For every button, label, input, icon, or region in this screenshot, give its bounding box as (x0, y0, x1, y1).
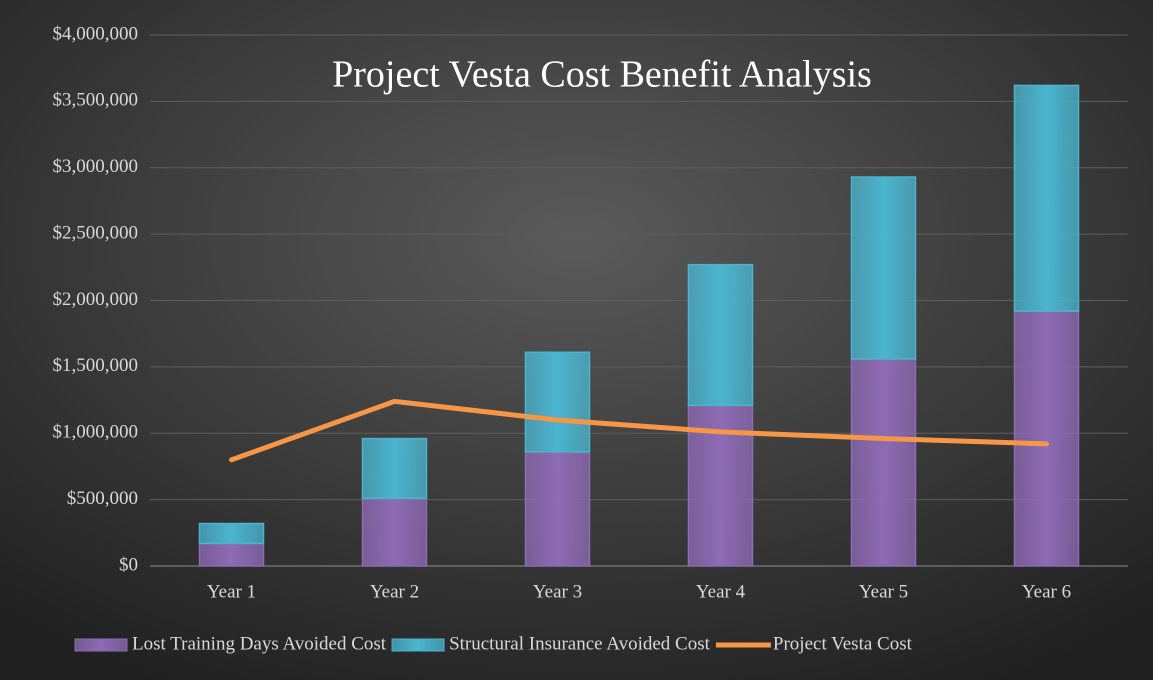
bar (687, 263, 754, 407)
bar (361, 497, 428, 567)
bar (524, 451, 591, 567)
y-tick-label: $0 (119, 554, 138, 575)
bar (198, 522, 265, 545)
legend-label: Structural Insurance Avoided Cost (449, 633, 711, 654)
x-tick-label: Year 2 (370, 581, 419, 602)
y-tick-label: $4,000,000 (53, 23, 139, 44)
bar (850, 358, 917, 567)
y-tick-label: $3,000,000 (53, 156, 139, 177)
legend-swatch (74, 638, 128, 652)
legend-label: Lost Training Days Avoided Cost (132, 633, 387, 654)
legend-swatch (391, 638, 445, 652)
bar (524, 351, 591, 453)
x-tick-label: Year 6 (1022, 581, 1071, 602)
chart-title: Project Vesta Cost Benefit Analysis (332, 54, 872, 96)
line (229, 398, 1049, 463)
y-tick-label: $500,000 (67, 488, 138, 509)
y-tick-label: $1,500,000 (53, 355, 139, 376)
x-tick-label: Year 3 (533, 581, 582, 602)
x-tick-label: Year 4 (696, 581, 746, 602)
bar (198, 542, 265, 567)
bar (1013, 84, 1080, 312)
bar (361, 437, 428, 500)
legend-label: Project Vesta Cost (773, 633, 913, 654)
y-tick-label: $1,000,000 (53, 422, 139, 443)
x-tick-label: Year 1 (207, 581, 256, 602)
x-tick-label: Year 5 (859, 581, 908, 602)
bar (850, 176, 917, 360)
y-tick-label: $2,000,000 (53, 289, 139, 310)
y-tick-label: $3,500,000 (53, 90, 139, 111)
y-tick-label: $2,500,000 (53, 222, 139, 243)
bar (1013, 310, 1080, 567)
